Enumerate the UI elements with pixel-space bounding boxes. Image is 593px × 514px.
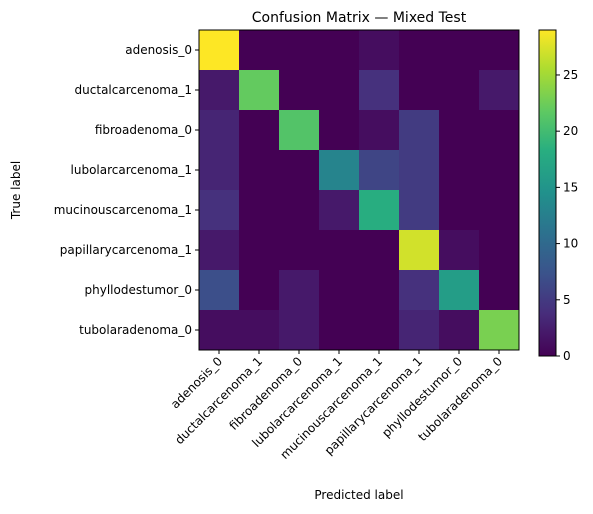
heatmap-cell	[479, 30, 520, 71]
heatmap-cell	[199, 110, 240, 151]
heatmap-cell	[399, 230, 440, 271]
heatmap-cell	[279, 150, 320, 191]
y-tick-label: lubolarcarcenoma_1	[71, 163, 192, 177]
y-tick-label: fibroadenoma_0	[95, 123, 192, 137]
heatmap-cell	[319, 150, 360, 191]
heatmap-cell	[239, 230, 280, 271]
colorbar-tick-label: 25	[563, 68, 578, 82]
heatmap-cell	[359, 150, 400, 191]
heatmap-cell	[479, 190, 520, 231]
colorbar-tick-label: 0	[563, 349, 571, 363]
heatmap-cell	[319, 270, 360, 311]
heatmap-cell	[359, 110, 400, 151]
colorbar-tick-label: 15	[563, 180, 578, 194]
heatmap-cells	[199, 30, 520, 351]
heatmap-cell	[279, 270, 320, 311]
heatmap-cell	[439, 230, 480, 271]
heatmap-cell	[479, 150, 520, 191]
y-tick-label: ductalcarcenoma_1	[75, 83, 192, 97]
heatmap-cell	[359, 230, 400, 271]
heatmap-cell	[439, 310, 480, 351]
heatmap-cell	[239, 270, 280, 311]
heatmap-cell	[399, 150, 440, 191]
heatmap-cell	[439, 110, 480, 151]
y-tick-label: papillarycarcenoma_1	[60, 243, 192, 257]
heatmap-cell	[199, 230, 240, 271]
heatmap-cell	[479, 270, 520, 311]
heatmap-cell	[399, 190, 440, 231]
heatmap-cell	[239, 110, 280, 151]
heatmap-cell	[319, 70, 360, 111]
heatmap-cell	[279, 30, 320, 71]
heatmap-cell	[319, 310, 360, 351]
x-axis-ticks: adenosis_0ductalcarcenoma_1fibroadenoma_…	[168, 350, 505, 462]
heatmap-cell	[439, 70, 480, 111]
heatmap-cell	[199, 310, 240, 351]
heatmap-cell	[199, 190, 240, 231]
heatmap-cell	[439, 270, 480, 311]
heatmap-cell	[399, 110, 440, 151]
heatmap-cell	[359, 70, 400, 111]
heatmap-cell	[439, 30, 480, 71]
y-tick-label: mucinouscarcenoma_1	[54, 203, 192, 217]
heatmap-cell	[239, 30, 280, 71]
heatmap-cell	[239, 150, 280, 191]
colorbar-ticks: 0 5 10 15 20 25	[556, 68, 578, 363]
heatmap-cell	[359, 270, 400, 311]
heatmap-cell	[479, 70, 520, 111]
heatmap-cell	[239, 190, 280, 231]
heatmap-cell	[479, 110, 520, 151]
colorbar-tick-label: 5	[563, 293, 571, 307]
heatmap-cell	[239, 70, 280, 111]
heatmap-cell	[279, 190, 320, 231]
x-axis-label: Predicted label	[314, 488, 403, 502]
heatmap-cell	[359, 310, 400, 351]
heatmap-cell	[399, 270, 440, 311]
heatmap-cell	[319, 110, 360, 151]
heatmap-cell	[319, 30, 360, 71]
heatmap-cell	[319, 230, 360, 271]
heatmap-cell	[359, 190, 400, 231]
heatmap-cell	[399, 30, 440, 71]
y-axis-ticks: adenosis_0 ductalcarcenoma_1 fibroadenoma_…	[54, 43, 199, 337]
x-tick-label: fibroadenoma_0	[227, 354, 306, 433]
y-tick-label: adenosis_0	[125, 43, 192, 57]
heatmap-cell	[199, 30, 240, 71]
heatmap-cell	[399, 310, 440, 351]
heatmap-cell	[279, 230, 320, 271]
heatmap-cell	[359, 30, 400, 71]
y-axis-label: True label	[9, 161, 23, 220]
heatmap-cell	[399, 70, 440, 111]
heatmap-cell	[439, 150, 480, 191]
heatmap-cell	[199, 270, 240, 311]
colorbar	[539, 30, 556, 356]
heatmap-cell	[479, 310, 520, 351]
heatmap-cell	[279, 110, 320, 151]
heatmap-cell	[279, 310, 320, 351]
heatmap-cell	[239, 310, 280, 351]
colorbar-tick-label: 10	[563, 237, 578, 251]
chart-title: Confusion Matrix — Mixed Test	[252, 10, 467, 26]
heatmap-cell	[479, 230, 520, 271]
y-tick-label: tubolaradenoma_0	[79, 323, 192, 337]
heatmap-cell	[319, 190, 360, 231]
heatmap-cell	[439, 190, 480, 231]
colorbar-tick-label: 20	[563, 124, 578, 138]
heatmap-cell	[199, 70, 240, 111]
heatmap-cell	[199, 150, 240, 191]
y-tick-label: phyllodestumor_0	[85, 283, 193, 297]
heatmap-cell	[279, 70, 320, 111]
